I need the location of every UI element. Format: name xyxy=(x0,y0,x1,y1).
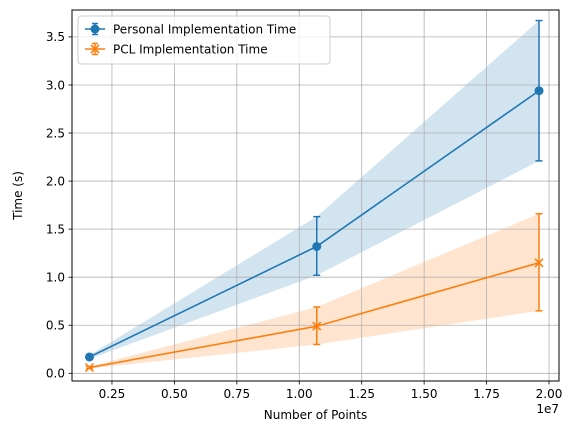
band-series-1 xyxy=(89,20,540,359)
legend-entry-1: Personal Implementation Time xyxy=(85,23,296,37)
data-point xyxy=(312,241,322,251)
x-axis-offset-label: 1e7 xyxy=(536,402,559,416)
legend-marker xyxy=(90,44,100,54)
series-layer xyxy=(84,19,544,373)
x-tick-label: 1.25 xyxy=(348,387,375,401)
data-point xyxy=(312,321,322,331)
legend-box xyxy=(77,15,331,65)
legend: Personal Implementation Time PCL Implemen… xyxy=(77,15,331,65)
x-tick-label: 1.75 xyxy=(473,387,500,401)
data-point xyxy=(534,86,544,96)
x-tick-label: 1.00 xyxy=(286,387,313,401)
y-tick-label: 2.5 xyxy=(46,126,65,140)
x-tick-label: 0.25 xyxy=(99,387,126,401)
y-tick-label: 1.0 xyxy=(46,270,65,284)
plot-frame xyxy=(71,9,560,382)
y-axis-ticks: 0.0 0.5 1.0 1.5 2.0 2.5 3.0 3.5 xyxy=(46,30,72,381)
legend-entry-2: PCL Implementation Time xyxy=(85,43,268,57)
band-series-2 xyxy=(89,213,540,369)
data-point xyxy=(84,362,95,373)
x-tick-label: 0.50 xyxy=(161,387,188,401)
x-tick-label: 2.00 xyxy=(536,387,563,401)
y-tick-label: 3.0 xyxy=(46,78,65,92)
x-tick-label: 0.75 xyxy=(223,387,250,401)
legend-label: Personal Implementation Time xyxy=(113,23,296,37)
y-tick-label: 3.5 xyxy=(46,30,65,44)
y-tick-label: 1.5 xyxy=(46,222,65,236)
x-tick-label: 1.50 xyxy=(411,387,438,401)
x-axis-label: Number of Points xyxy=(264,408,367,422)
legend-label: PCL Implementation Time xyxy=(113,43,268,57)
y-tick-label: 0.0 xyxy=(46,367,65,381)
confidence-bands xyxy=(89,20,540,369)
series-2 xyxy=(84,213,544,373)
y-tick-label: 0.5 xyxy=(46,319,65,333)
series-1 xyxy=(84,19,544,362)
data-point xyxy=(84,352,94,362)
y-axis-label: Time (s) xyxy=(11,171,25,221)
y-tick-label: 2.0 xyxy=(46,174,65,188)
data-point xyxy=(534,258,544,268)
x-axis-ticks: 0.25 0.50 0.75 1.00 1.25 1.50 1.75 2.00 xyxy=(99,381,563,401)
legend-marker xyxy=(90,24,100,34)
